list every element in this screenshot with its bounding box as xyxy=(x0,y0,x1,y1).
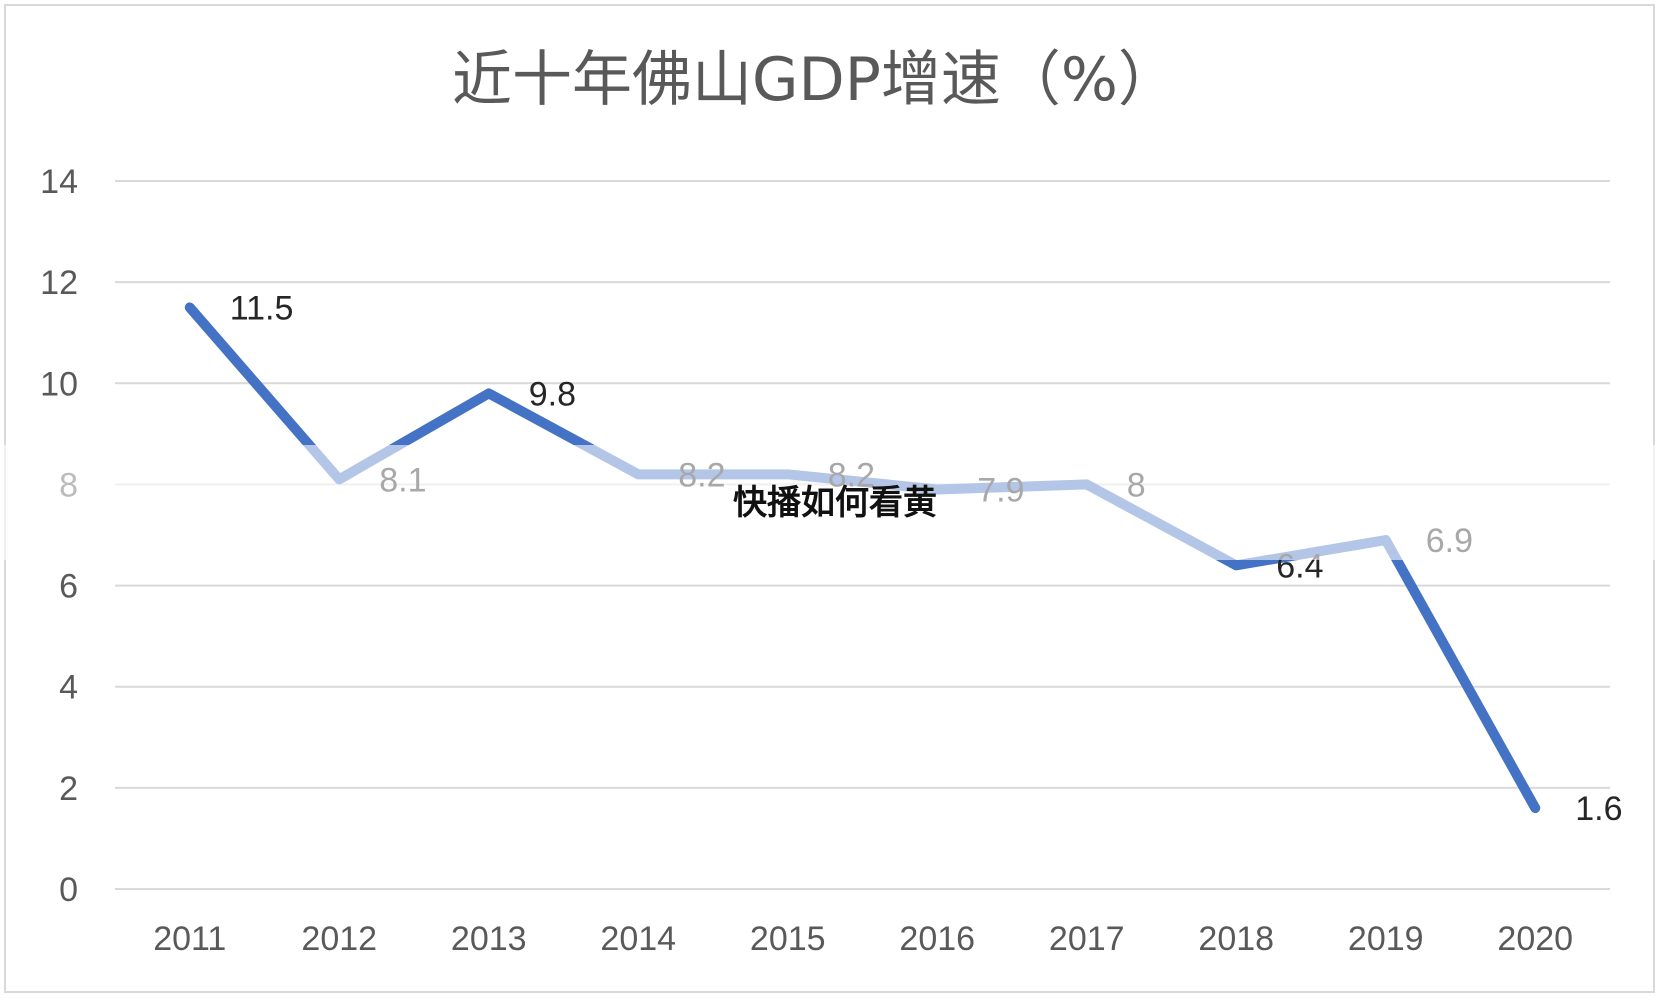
x-tick-label-2014: 2014 xyxy=(600,920,676,958)
gridlines xyxy=(115,180,1610,890)
data-label-2011: 11.5 xyxy=(230,289,294,327)
y-axis-ticks: 0 2 4 6 8 10 12 14 xyxy=(40,163,78,909)
x-tick-label-2015: 2015 xyxy=(750,920,826,958)
x-tick-label-2020: 2020 xyxy=(1497,920,1573,958)
data-label-2017: 8 xyxy=(1127,466,1146,504)
y-tick-label-14: 14 xyxy=(40,163,78,201)
y-tick-label-10: 10 xyxy=(40,365,78,403)
x-tick-label-2012: 2012 xyxy=(301,920,377,958)
x-axis-ticks: 2011 2012 2013 2014 2015 2016 2017 2018 2019 2020 xyxy=(153,920,1573,958)
y-tick-label-8: 8 xyxy=(59,466,78,504)
y-tick-label-12: 12 xyxy=(40,264,78,302)
data-label-2018: 6.4 xyxy=(1276,547,1323,585)
y-tick-label-6: 6 xyxy=(59,568,78,606)
data-label-2013: 9.8 xyxy=(529,375,576,413)
y-tick-label-2: 2 xyxy=(59,770,78,808)
overlay-caption: 快播如何看黄 xyxy=(733,483,937,523)
x-tick-label-2017: 2017 xyxy=(1049,920,1125,958)
y-tick-label-0: 0 xyxy=(59,871,78,909)
x-tick-label-2011: 2011 xyxy=(153,920,226,958)
data-label-2019: 6.9 xyxy=(1426,522,1473,560)
x-tick-label-2013: 2013 xyxy=(451,920,527,958)
data-label-2020: 1.6 xyxy=(1575,790,1622,828)
data-labels: 11.58.19.88.2 8.2 7.9 86.46.91.6 xyxy=(230,289,1623,828)
y-tick-label-4: 4 xyxy=(59,669,78,707)
x-tick-label-2019: 2019 xyxy=(1348,920,1424,958)
x-tick-label-2016: 2016 xyxy=(899,920,975,958)
x-tick-label-2018: 2018 xyxy=(1198,920,1274,958)
data-label-2012: 8.1 xyxy=(379,461,426,499)
chart-title: 近十年佛山GDP增速（%） xyxy=(452,45,1178,115)
